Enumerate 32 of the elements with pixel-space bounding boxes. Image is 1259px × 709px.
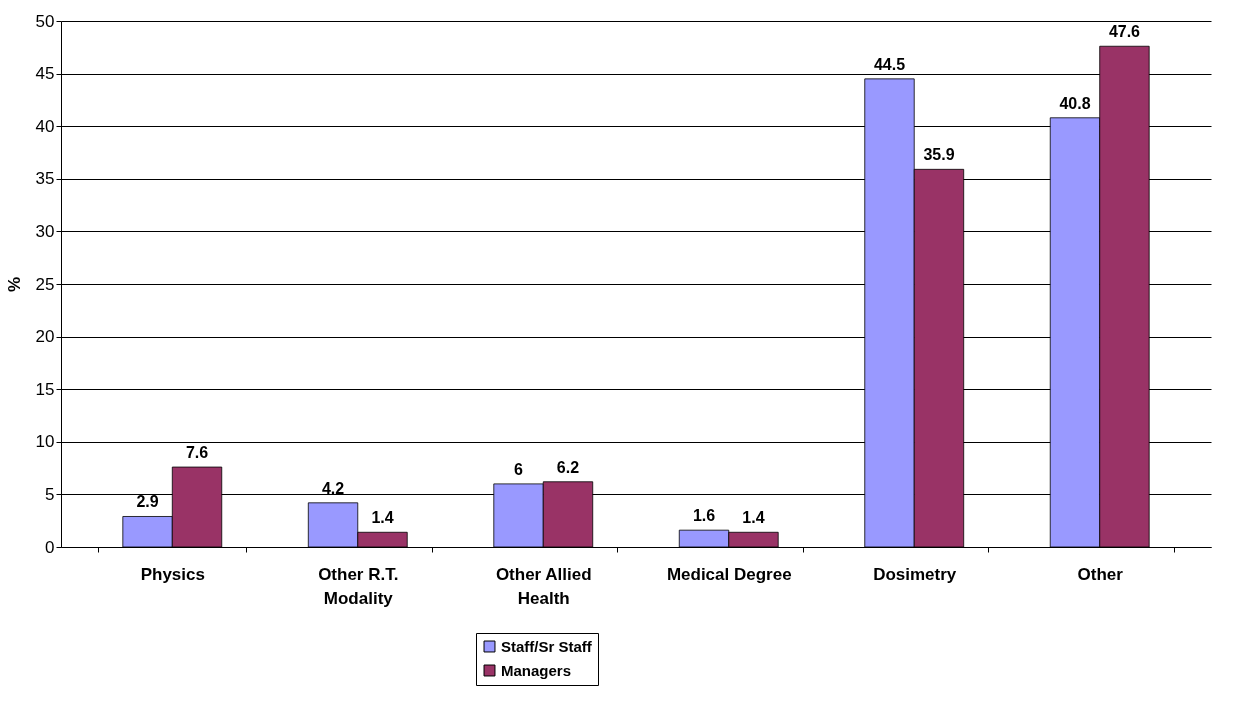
y-tick-label: 0 bbox=[45, 537, 55, 557]
data-label: 2.9 bbox=[136, 493, 159, 511]
legend-label: Managers bbox=[501, 661, 572, 679]
data-label: 40.8 bbox=[1059, 94, 1091, 112]
y-tick-label: 10 bbox=[35, 432, 55, 452]
data-label: 1.4 bbox=[371, 509, 394, 527]
data-label: 44.5 bbox=[873, 55, 906, 73]
x-tick-label: Other Allied Health bbox=[495, 564, 592, 608]
x-tick-label: Other bbox=[1077, 564, 1124, 584]
legend-label: Staff/Sr Staff bbox=[501, 637, 593, 655]
x-tick-label: Physics bbox=[140, 564, 205, 584]
y-axis-title: % bbox=[4, 276, 24, 293]
data-label: 1.6 bbox=[692, 507, 716, 525]
y-tick-label: 50 bbox=[35, 11, 55, 31]
y-tick-label: 40 bbox=[35, 116, 55, 136]
y-tick-label: 30 bbox=[35, 221, 55, 241]
x-tick-label: Other R.T. Modality bbox=[318, 564, 399, 608]
data-label: 6.2 bbox=[556, 458, 580, 476]
y-tick-label: 25 bbox=[35, 274, 55, 294]
x-tick-label: Medical Degree bbox=[666, 564, 792, 584]
data-label: 47.6 bbox=[1108, 23, 1141, 41]
data-label: 35.9 bbox=[923, 146, 955, 164]
y-tick-label: 20 bbox=[35, 327, 55, 347]
y-tick-label: 35 bbox=[35, 169, 55, 189]
data-label: 6 bbox=[514, 460, 524, 478]
y-tick-label: 5 bbox=[45, 484, 55, 504]
y-tick-label: 45 bbox=[35, 64, 55, 84]
data-label: 1.4 bbox=[742, 509, 765, 527]
x-tick-label: Dosimetry bbox=[873, 564, 957, 584]
data-label: 7.6 bbox=[185, 444, 209, 462]
data-label: 4.2 bbox=[321, 479, 345, 497]
y-tick-label: 15 bbox=[35, 379, 55, 399]
